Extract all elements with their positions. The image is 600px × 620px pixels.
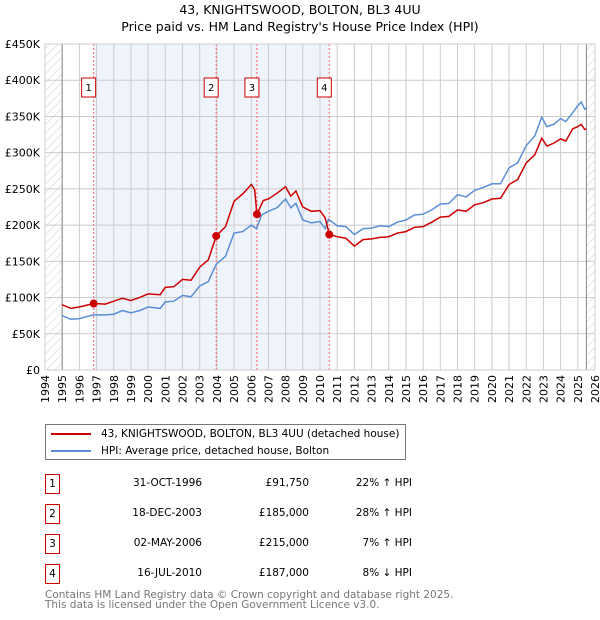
sale-label-4: 4 bbox=[321, 83, 327, 94]
x-tick-label: 2003 bbox=[194, 375, 207, 403]
x-tick-label: 2015 bbox=[400, 375, 413, 403]
y-tick-label: £0 bbox=[26, 364, 40, 377]
y-tick-label: £200K bbox=[5, 219, 41, 232]
sale-number: 2 bbox=[45, 504, 60, 524]
legend-swatch-property bbox=[51, 433, 91, 435]
legend-swatch-hpi bbox=[51, 450, 91, 452]
sale-row: 1 31-OCT-1996 £91,750 22% ↑ HPI bbox=[45, 474, 445, 494]
x-tick-label: 2009 bbox=[297, 375, 310, 403]
y-tick-label: £50K bbox=[12, 328, 41, 341]
y-tick-label: £100K bbox=[5, 292, 41, 305]
sale-hpi-diff: 22% ↑ HPI bbox=[355, 477, 412, 489]
x-tick-label: 2008 bbox=[280, 375, 293, 403]
x-tick-label: 2024 bbox=[555, 375, 568, 403]
x-tick-label: 1998 bbox=[108, 375, 121, 403]
sale-number: 4 bbox=[45, 564, 60, 584]
sale-point-4 bbox=[325, 230, 334, 239]
x-tick-label: 2011 bbox=[331, 375, 344, 403]
y-tick-label: £400K bbox=[5, 74, 41, 87]
x-tick-label: 2020 bbox=[486, 375, 499, 403]
x-tick-label: 1994 bbox=[39, 375, 52, 403]
sale-label-box-2 bbox=[203, 77, 219, 98]
x-tick-label: 2022 bbox=[520, 375, 533, 403]
x-tick-label: 1995 bbox=[56, 375, 69, 403]
sale-date: 02-MAY-2006 bbox=[133, 537, 202, 549]
sale-price: £185,000 bbox=[258, 507, 309, 519]
x-tick-label: 2006 bbox=[245, 375, 258, 403]
x-tick-label: 2010 bbox=[314, 375, 327, 403]
x-tick-label: 2025 bbox=[572, 375, 585, 403]
x-tick-label: 2005 bbox=[228, 375, 241, 403]
sale-point-3 bbox=[252, 210, 261, 219]
footer-line-2: This data is licensed under the Open Gov… bbox=[45, 599, 380, 611]
sale-price: £91,750 bbox=[265, 477, 309, 489]
y-tick-label: £300K bbox=[5, 147, 41, 160]
sale-date: 31-OCT-1996 bbox=[133, 477, 202, 489]
x-tick-label: 2007 bbox=[262, 375, 275, 403]
y-tick-label: £250K bbox=[5, 183, 41, 196]
chart-subtitle: Price paid vs. HM Land Registry's House … bbox=[121, 19, 479, 34]
x-tick-label: 1996 bbox=[73, 375, 86, 403]
sale-label-box-3 bbox=[244, 77, 260, 98]
sale-label-3: 3 bbox=[249, 83, 255, 94]
sale-hpi-diff: 8% ↓ HPI bbox=[362, 567, 412, 579]
chart-title: 43, KNIGHTSWOOD, BOLTON, BL3 4UU bbox=[179, 2, 421, 17]
x-tick-label: 2012 bbox=[348, 375, 361, 403]
sale-point-2 bbox=[212, 231, 221, 240]
no-data-hatch-right bbox=[586, 44, 595, 370]
x-tick-label: 2014 bbox=[383, 375, 396, 403]
x-tick-label: 2017 bbox=[434, 375, 447, 403]
sale-price: £215,000 bbox=[258, 537, 309, 549]
x-tick-label: 2016 bbox=[417, 375, 430, 403]
x-tick-label: 2023 bbox=[537, 375, 550, 403]
y-tick-label: £350K bbox=[5, 110, 41, 123]
sale-price: £187,000 bbox=[258, 567, 309, 579]
legend-item-hpi: HPI: Average price, detached house, Bolt… bbox=[51, 443, 329, 459]
sale-number: 3 bbox=[45, 534, 60, 554]
legend: 43, KNIGHTSWOOD, BOLTON, BL3 4UU (detach… bbox=[45, 424, 406, 460]
sale-label-box-4 bbox=[316, 77, 332, 98]
x-tick-label: 2021 bbox=[503, 375, 516, 403]
sale-row: 4 16-JUL-2010 £187,000 8% ↓ HPI bbox=[45, 564, 445, 584]
x-tick-label: 2019 bbox=[469, 375, 482, 403]
sale-point-1 bbox=[89, 299, 98, 308]
x-tick-label: 2001 bbox=[159, 375, 172, 403]
x-tick-label: 1997 bbox=[91, 375, 104, 403]
legend-label-hpi: HPI: Average price, detached house, Bolt… bbox=[101, 445, 330, 457]
x-tick-label: 2013 bbox=[366, 375, 379, 403]
price-chart: 1994 1995 1996 1997 1998 1999 2000 2001 2002 2003… bbox=[5, 38, 600, 403]
x-tick-label: 2002 bbox=[177, 375, 190, 403]
x-tick-label: 2000 bbox=[142, 375, 155, 403]
sale-date: 18-DEC-2003 bbox=[132, 507, 202, 519]
sale-label-box-1 bbox=[81, 77, 97, 98]
legend-item-property: 43, KNIGHTSWOOD, BOLTON, BL3 4UU (detach… bbox=[51, 426, 399, 442]
plot-frame bbox=[44, 43, 596, 371]
sale-row: 3 02-MAY-2006 £215,000 7% ↑ HPI bbox=[45, 534, 445, 554]
y-tick-label: £150K bbox=[5, 255, 41, 268]
sale-date: 16-JUL-2010 bbox=[137, 567, 202, 579]
footer-line-1: Contains HM Land Registry data © Crown c… bbox=[45, 589, 454, 601]
legend-label-property: 43, KNIGHTSWOOD, BOLTON, BL3 4UU (detach… bbox=[101, 428, 400, 440]
sale-row: 2 18-DEC-2003 £185,000 28% ↑ HPI bbox=[45, 504, 445, 524]
sale-hpi-diff: 28% ↑ HPI bbox=[355, 507, 412, 519]
sale-label-2: 2 bbox=[208, 83, 214, 94]
x-tick-label: 2026 bbox=[589, 375, 600, 403]
x-tick-label: 2018 bbox=[452, 375, 465, 403]
no-data-hatch-left bbox=[45, 44, 63, 370]
x-tick-label: 2004 bbox=[211, 375, 224, 403]
x-tick-label: 1999 bbox=[125, 375, 138, 403]
y-tick-label: £450K bbox=[5, 38, 41, 51]
sale-number: 1 bbox=[45, 474, 60, 494]
sale-label-1: 1 bbox=[85, 83, 91, 94]
hpi-line bbox=[61, 100, 587, 321]
sale-hpi-diff: 7% ↑ HPI bbox=[362, 537, 412, 549]
